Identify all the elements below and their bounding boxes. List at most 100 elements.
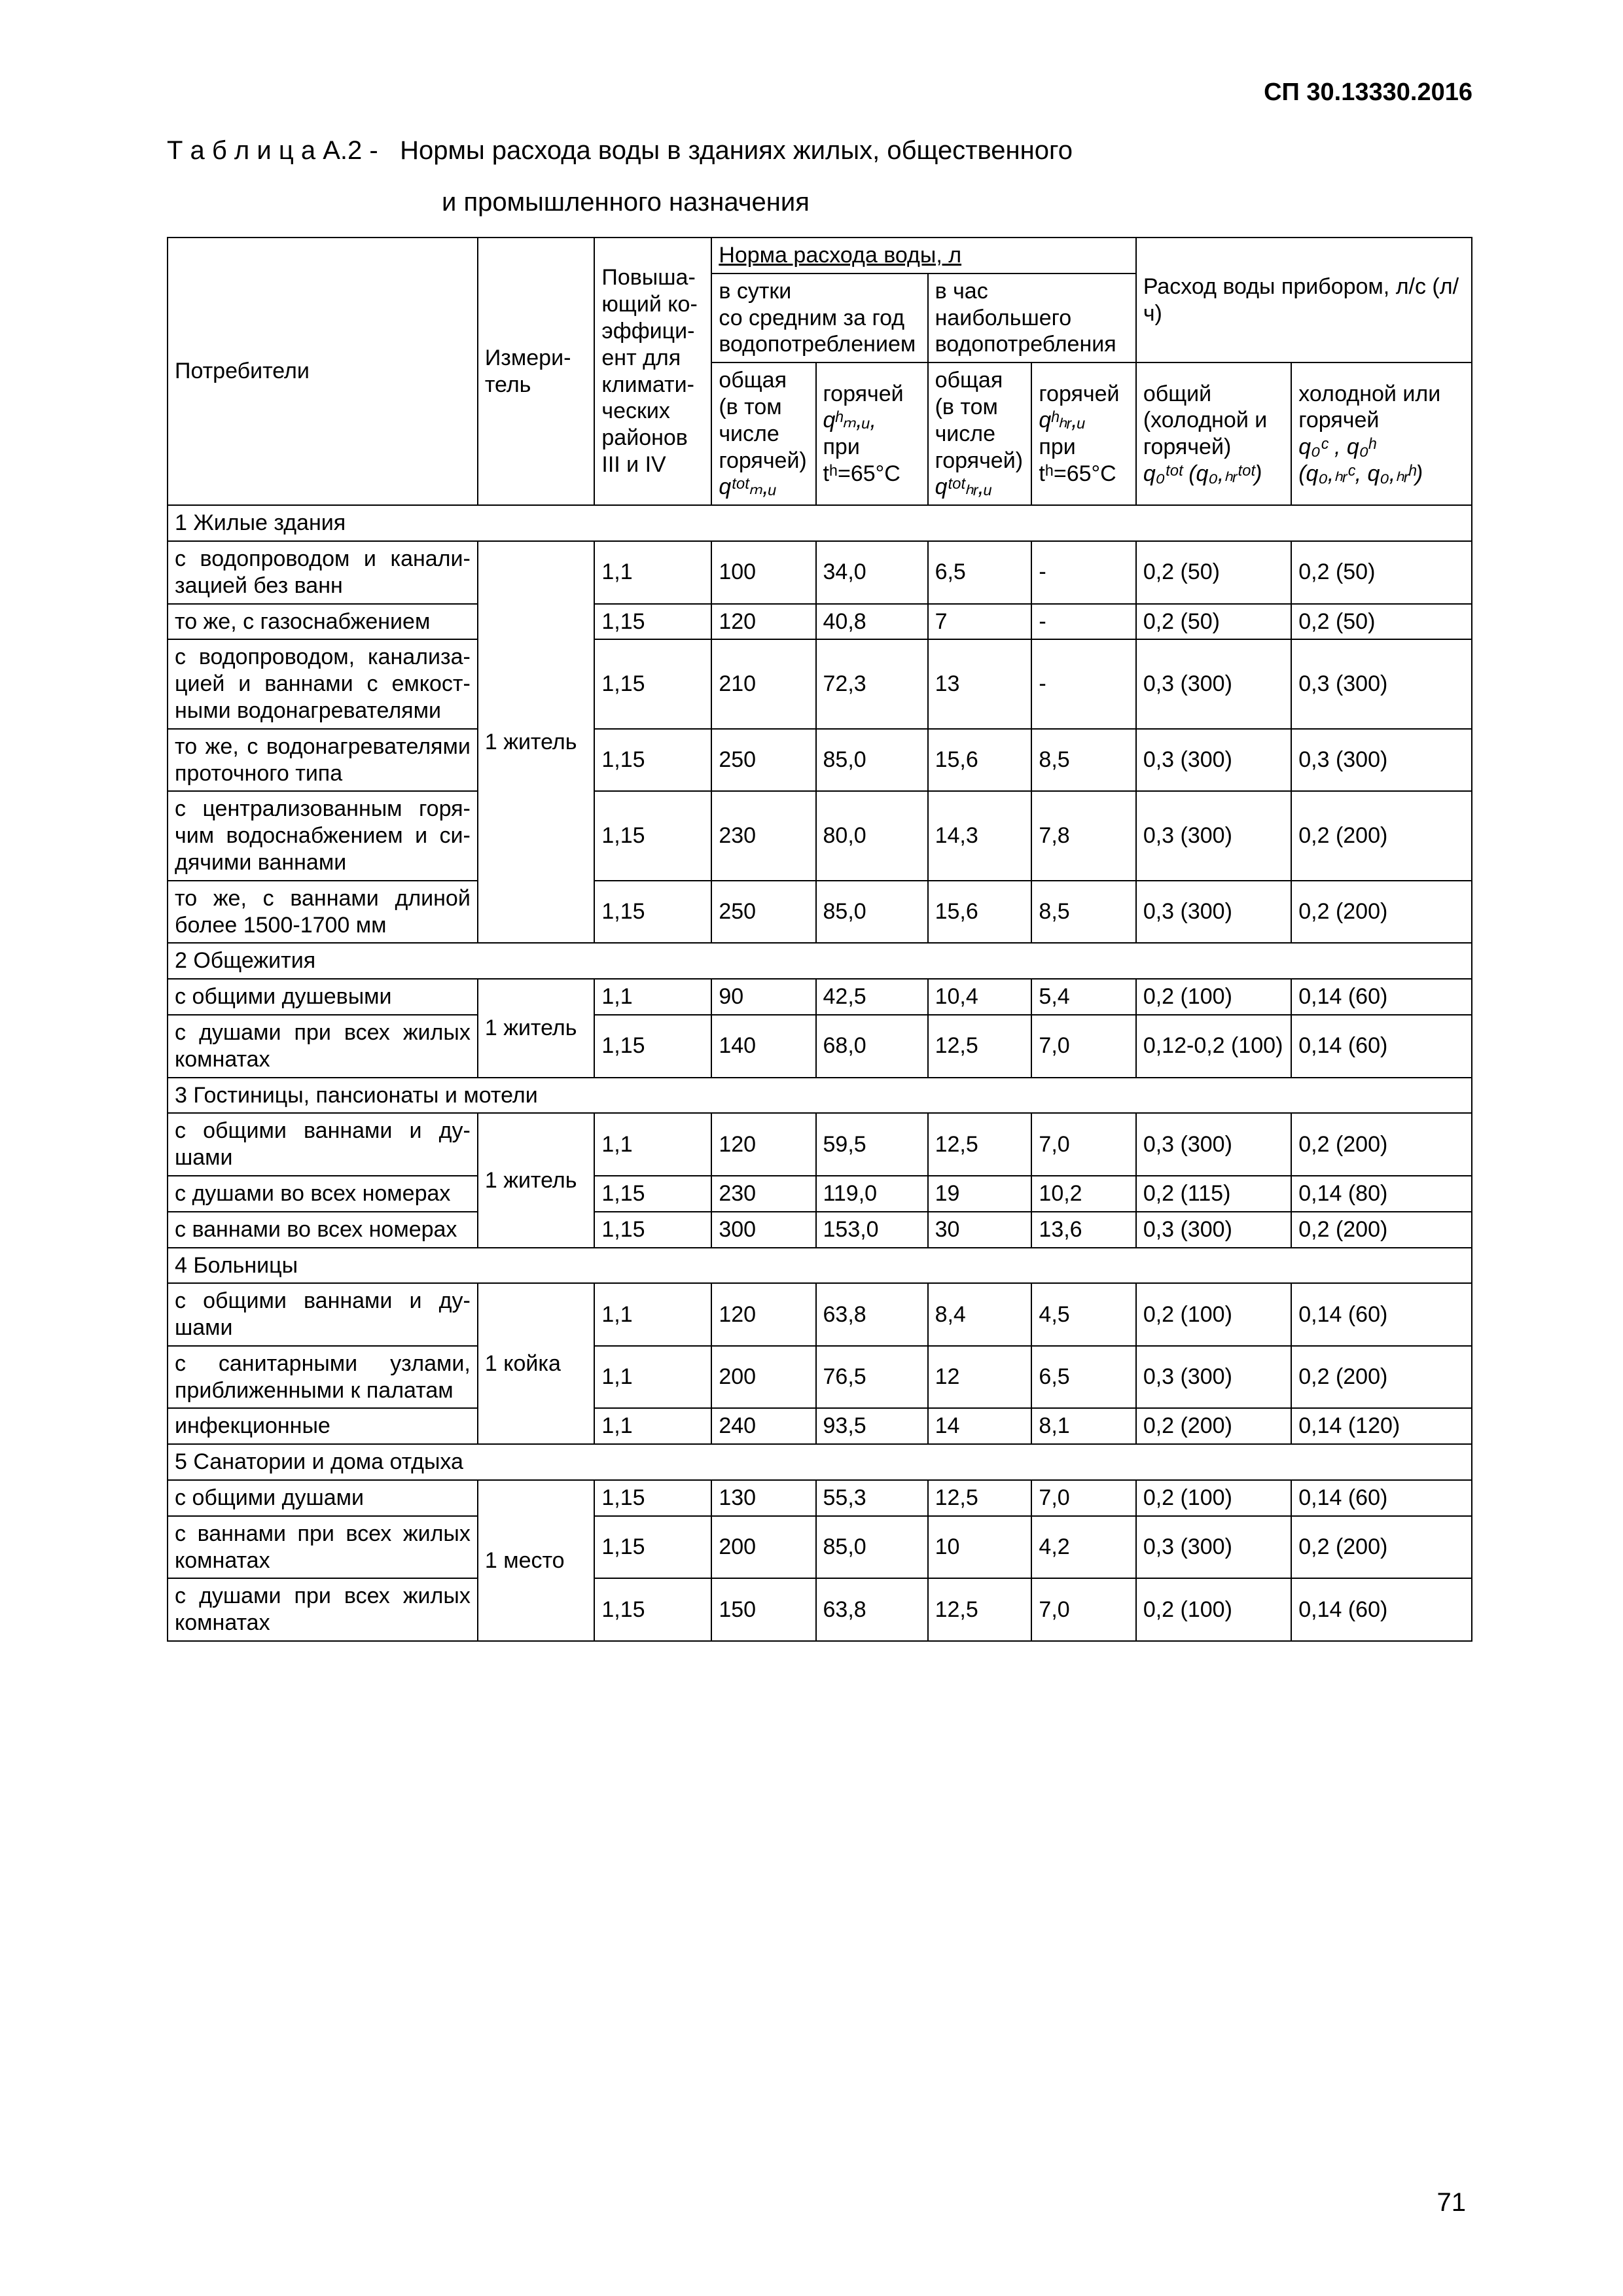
- cell-d2: 0,2 (200): [1291, 791, 1472, 880]
- col-dev-cold-sym1: q₀ᶜ , q₀ʰ: [1298, 434, 1375, 459]
- row-name: с общими ваннами и ду­шами: [168, 1113, 478, 1176]
- row-name: с водопроводом и канали­зацией без ванн: [168, 541, 478, 604]
- cell-d1: 0,12-0,2 (100): [1136, 1015, 1291, 1078]
- col-device: Расход воды прибором, л/с (л/ч): [1136, 238, 1472, 362]
- cell-dt: 140: [711, 1015, 815, 1078]
- table-row: с душами при всех жилых комнатах1,151406…: [168, 1015, 1472, 1078]
- cell-dh: 40,8: [816, 604, 928, 640]
- title-sep: -: [369, 136, 378, 165]
- table-row: с водопроводом, канализа­цией и ваннами …: [168, 639, 1472, 728]
- section-title: 4 Больницы: [168, 1248, 1472, 1284]
- cell-d1: 0,3 (300): [1136, 1516, 1291, 1579]
- col-norm-label: Норма расхода воды, л: [719, 243, 961, 268]
- cell-ht: 19: [928, 1176, 1032, 1212]
- cell-dt: 120: [711, 1283, 815, 1346]
- cell-hh: 4,5: [1031, 1283, 1135, 1346]
- cell-ht: 30: [928, 1212, 1032, 1248]
- row-unit: 1 житель: [478, 541, 595, 943]
- cell-hh: 5,4: [1031, 979, 1135, 1015]
- col-dev-cold-sym2: (q₀,ₕᵣᶜ, q₀,ₕᵣʰ): [1298, 461, 1423, 486]
- cell-hh: 7,0: [1031, 1578, 1135, 1641]
- cell-dh: 85,0: [816, 729, 928, 792]
- row-name: с душами при всех жилых комнатах: [168, 1015, 478, 1078]
- cell-d1: 0,3 (300): [1136, 791, 1291, 880]
- table-row: с ваннами во всех номерах1,15300153,0301…: [168, 1212, 1472, 1248]
- col-consumers: Потребители: [168, 238, 478, 505]
- table-row: с централизованным горя­чим водоснабжени…: [168, 791, 1472, 880]
- cell-dt: 240: [711, 1408, 815, 1444]
- cell-dh: 34,0: [816, 541, 928, 604]
- cell-coef: 1,15: [594, 604, 711, 640]
- cell-d1: 0,2 (200): [1136, 1408, 1291, 1444]
- cell-d2: 0,2 (200): [1291, 1516, 1472, 1579]
- cell-dt: 250: [711, 729, 815, 792]
- cell-d2: 0,2 (200): [1291, 1346, 1472, 1409]
- cell-coef: 1,15: [594, 729, 711, 792]
- col-hr-hot: горячей qʰₕᵣ,ᵤ при tʰ=65°C: [1031, 362, 1135, 505]
- cell-dh: 119,0: [816, 1176, 928, 1212]
- row-name: с санитарными узлами, приближенными к па…: [168, 1346, 478, 1409]
- row-name: с водопроводом, канализа­цией и ваннами …: [168, 639, 478, 728]
- table-row: с санитарными узлами, приближенными к па…: [168, 1346, 1472, 1409]
- cell-dt: 120: [711, 604, 815, 640]
- cell-hh: 8,5: [1031, 881, 1135, 944]
- col-coef: Повыша­ющий ко­эффици­ент для климати­че…: [594, 238, 711, 505]
- cell-d1: 0,3 (300): [1136, 1212, 1291, 1248]
- cell-ht: 12,5: [928, 1578, 1032, 1641]
- table-row: то же, с водонагревате­лями проточного т…: [168, 729, 1472, 792]
- cell-coef: 1,15: [594, 881, 711, 944]
- cell-dt: 90: [711, 979, 815, 1015]
- cell-coef: 1,1: [594, 979, 711, 1015]
- title-label: Т а б л и ц а А.2: [167, 136, 362, 165]
- row-name: с общими душами: [168, 1480, 478, 1516]
- table-row: с душами при всех жилых комнатах1,151506…: [168, 1578, 1472, 1641]
- table-row: то же, с газоснабжением1,1512040,87-0,2 …: [168, 604, 1472, 640]
- cell-dh: 42,5: [816, 979, 928, 1015]
- cell-hh: 10,2: [1031, 1176, 1135, 1212]
- cell-dh: 76,5: [816, 1346, 928, 1409]
- cell-dt: 210: [711, 639, 815, 728]
- title-text2: и промышленного назначения: [167, 188, 1472, 217]
- col-day-hot-t: при tʰ=65°C: [823, 434, 901, 486]
- table-row: с общими душевыми1 житель1,19042,510,45,…: [168, 979, 1472, 1015]
- cell-coef: 1,15: [594, 1176, 711, 1212]
- col-day: в сутки со средним за год водопотреблени…: [711, 274, 927, 362]
- cell-dh: 85,0: [816, 1516, 928, 1579]
- row-name: с душами при всех жилых комнатах: [168, 1578, 478, 1641]
- cell-hh: 4,2: [1031, 1516, 1135, 1579]
- cell-hh: -: [1031, 639, 1135, 728]
- cell-hh: -: [1031, 541, 1135, 604]
- col-dev-cold: холодной или горячей q₀ᶜ , q₀ʰ (q₀,ₕᵣᶜ, …: [1291, 362, 1472, 505]
- col-dev-total-txt: общий (холодной и горячей): [1143, 381, 1267, 460]
- cell-hh: -: [1031, 604, 1135, 640]
- cell-dt: 230: [711, 1176, 815, 1212]
- col-day-hot-sym: qʰₘ,ᵤ,: [823, 408, 876, 433]
- table-row: то же, с ваннами длиной более 1500-1700 …: [168, 881, 1472, 944]
- table-row: с водопроводом и канали­зацией без ванн 1…: [168, 541, 1472, 604]
- cell-hh: 13,6: [1031, 1212, 1135, 1248]
- cell-coef: 1,1: [594, 1113, 711, 1176]
- cell-coef: 1,15: [594, 639, 711, 728]
- cell-coef: 1,15: [594, 1516, 711, 1579]
- row-name: то же, с газоснабжением: [168, 604, 478, 640]
- cell-coef: 1,15: [594, 1578, 711, 1641]
- cell-d2: 0,14 (120): [1291, 1408, 1472, 1444]
- cell-dh: 93,5: [816, 1408, 928, 1444]
- row-name: с ваннами во всех номерах: [168, 1212, 478, 1248]
- cell-d2: 0,14 (60): [1291, 979, 1472, 1015]
- cell-d2: 0,2 (200): [1291, 881, 1472, 944]
- cell-ht: 8,4: [928, 1283, 1032, 1346]
- cell-d1: 0,3 (300): [1136, 729, 1291, 792]
- col-day-total-txt: общая (в том числе го­рячей): [719, 368, 806, 472]
- cell-d1: 0,2 (100): [1136, 979, 1291, 1015]
- col-dev-total: общий (холодной и горячей) q₀ᵗᵒᵗ (q₀,ₕᵣᵗ…: [1136, 362, 1291, 505]
- cell-dh: 63,8: [816, 1578, 928, 1641]
- section-title: 2 Общежития: [168, 943, 1472, 979]
- cell-dh: 80,0: [816, 791, 928, 880]
- col-day-hot: горячей qʰₘ,ᵤ, при tʰ=65°C: [816, 362, 928, 505]
- cell-d2: 0,2 (200): [1291, 1212, 1472, 1248]
- cell-ht: 14: [928, 1408, 1032, 1444]
- cell-dt: 100: [711, 541, 815, 604]
- col-day-hot-txt: горячей: [823, 381, 904, 406]
- cell-ht: 12: [928, 1346, 1032, 1409]
